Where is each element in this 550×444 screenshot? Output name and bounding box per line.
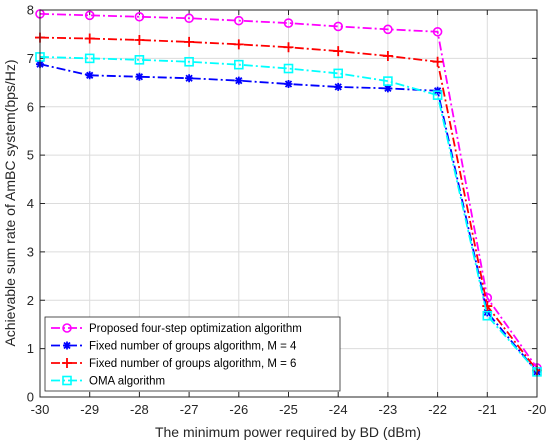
data-point bbox=[184, 13, 194, 24]
data-point bbox=[334, 82, 343, 91]
y-tick-label: 0 bbox=[27, 390, 34, 405]
x-tick-label: -28 bbox=[130, 402, 149, 417]
x-axis-ticks: -30 -29 -28 -27 -26 -25 -24 -23 -22 -21 -20 bbox=[31, 10, 547, 417]
data-point bbox=[383, 24, 393, 35]
x-tick-label: -21 bbox=[478, 402, 497, 417]
data-point bbox=[233, 39, 244, 50]
data-point bbox=[284, 80, 293, 89]
x-tick-label: -22 bbox=[428, 402, 447, 417]
x-tick-label: -27 bbox=[180, 402, 199, 417]
data-point bbox=[432, 56, 443, 67]
data-point bbox=[85, 71, 94, 80]
legend-marker bbox=[62, 375, 72, 386]
series-line bbox=[39, 56, 538, 373]
legend-label: Proposed four-step optimization algorith… bbox=[89, 323, 302, 335]
data-point bbox=[482, 301, 493, 312]
data-point bbox=[185, 74, 194, 83]
data-point bbox=[134, 11, 145, 22]
y-axis-label: Achievable sum rate of AmBC system(bps/H… bbox=[2, 59, 18, 346]
x-tick-label: -25 bbox=[279, 402, 298, 417]
legend: Proposed four-step optimization algorith… bbox=[44, 316, 341, 392]
legend-label: OMA algorithm bbox=[89, 376, 165, 388]
series-3 bbox=[35, 32, 542, 376]
y-tick-label: 7 bbox=[27, 51, 34, 66]
x-tick-label: -23 bbox=[379, 402, 398, 417]
x-tick-label: -26 bbox=[229, 402, 248, 417]
x-axis-label: The minimum power required by BD (dBm) bbox=[155, 424, 421, 440]
legend-box bbox=[44, 316, 341, 392]
data-point bbox=[184, 36, 195, 47]
data-point bbox=[333, 46, 344, 57]
plot-frame bbox=[39, 9, 538, 398]
y-tick-label: 4 bbox=[27, 196, 34, 211]
series-line bbox=[39, 36, 538, 371]
data-point bbox=[134, 55, 145, 65]
data-point bbox=[84, 10, 95, 21]
legend-marker bbox=[62, 358, 72, 368]
data-point bbox=[234, 76, 243, 85]
data-point bbox=[382, 50, 393, 61]
data-point bbox=[283, 18, 294, 28]
data-point bbox=[333, 21, 344, 32]
y-tick-label: 2 bbox=[27, 293, 34, 308]
x-tick-label: -29 bbox=[80, 402, 99, 417]
y-tick-label: 8 bbox=[27, 3, 34, 18]
data-point bbox=[234, 15, 244, 26]
legend-label: Fixed number of groups algorithm, M = 6 bbox=[89, 358, 296, 370]
data-point bbox=[184, 56, 194, 67]
data-point bbox=[482, 310, 493, 321]
data-point bbox=[283, 63, 294, 74]
legend-label: Fixed number of groups algorithm, M = 4 bbox=[89, 341, 297, 353]
data-point bbox=[383, 76, 393, 86]
data-point bbox=[84, 33, 95, 44]
x-tick-label: -20 bbox=[528, 402, 547, 417]
x-tick-label: -30 bbox=[31, 402, 50, 417]
data-point bbox=[135, 72, 144, 81]
data-point bbox=[234, 59, 244, 70]
x-tick-label: -24 bbox=[329, 402, 348, 417]
data-point bbox=[383, 84, 392, 93]
y-tick-label: 1 bbox=[27, 341, 34, 356]
data-point bbox=[432, 90, 443, 100]
data-point bbox=[283, 42, 294, 53]
data-point bbox=[333, 68, 344, 79]
data-point bbox=[134, 34, 145, 45]
data-point bbox=[84, 53, 95, 64]
y-tick-label: 6 bbox=[27, 99, 34, 114]
series-line bbox=[39, 12, 538, 369]
legend-marker bbox=[62, 323, 72, 333]
legend-marker bbox=[63, 341, 71, 350]
data-point bbox=[432, 26, 443, 37]
y-tick-label: 3 bbox=[27, 244, 34, 259]
y-tick-label: 5 bbox=[27, 148, 34, 163]
